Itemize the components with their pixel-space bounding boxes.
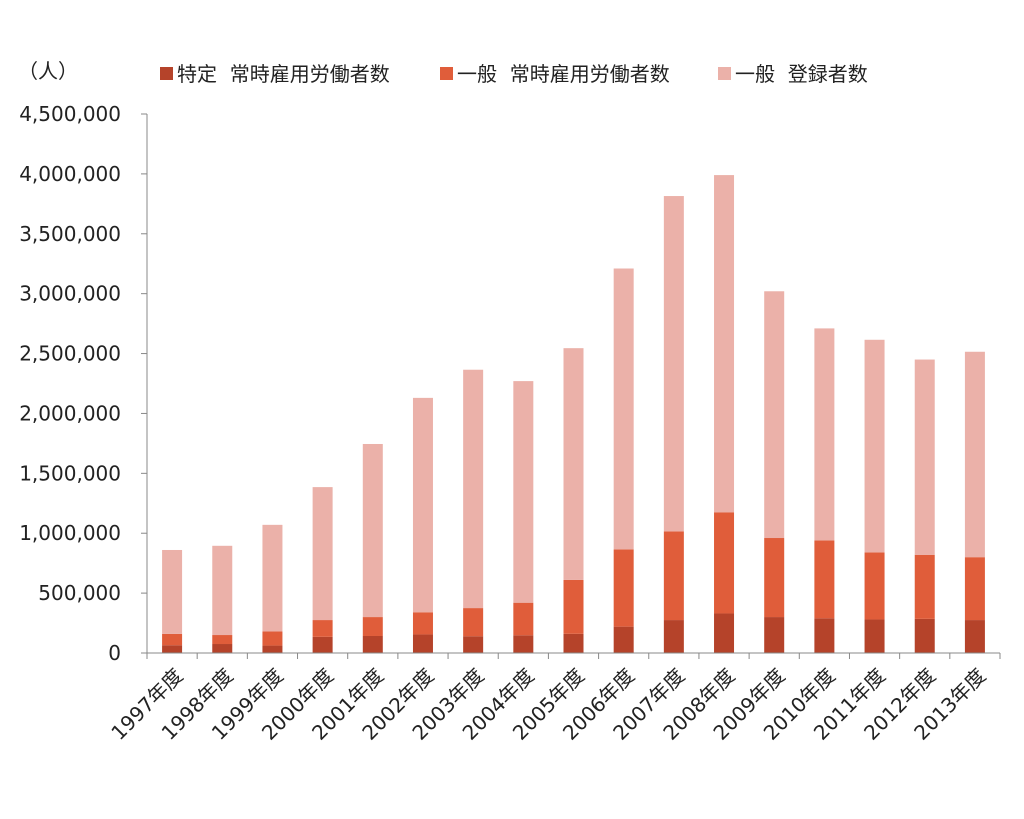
y-tick-label: 3,000,000 bbox=[19, 282, 121, 306]
bar-segment-series-0 bbox=[312, 636, 333, 653]
bar-segment-series-0 bbox=[212, 644, 233, 653]
bar-segment-series-1 bbox=[362, 617, 383, 636]
legend-swatch bbox=[160, 67, 173, 80]
y-tick-label: 4,500,000 bbox=[19, 102, 121, 126]
bar-segment-series-2 bbox=[312, 487, 333, 621]
y-tick-label: 0 bbox=[108, 641, 121, 665]
legend: 特定 常時雇用労働者数 一般 常時雇用労働者数 一般 登録者数 bbox=[160, 62, 868, 86]
bar-segment-series-0 bbox=[563, 633, 584, 653]
bars bbox=[162, 175, 985, 653]
bar-segment-series-0 bbox=[362, 635, 383, 653]
y-axis: 0 500,000 1,000,000 1,500,000 2,000,000 2,500… bbox=[19, 102, 148, 665]
bar-segment-series-0 bbox=[262, 645, 283, 653]
legend-label: 一般 登録者数 bbox=[735, 62, 868, 86]
bar-segment-series-0 bbox=[513, 635, 534, 653]
legend-label: 特定 常時雇用労働者数 bbox=[177, 62, 390, 86]
bar-segment-series-1 bbox=[262, 631, 283, 646]
bar-segment-series-0 bbox=[964, 620, 985, 653]
bar-segment-series-0 bbox=[814, 618, 835, 653]
bar-segment-series-1 bbox=[162, 633, 183, 646]
bar-segment-series-2 bbox=[212, 545, 233, 636]
legend-swatch bbox=[440, 67, 453, 80]
bar-segment-series-1 bbox=[764, 538, 785, 618]
bar-segment-series-1 bbox=[864, 552, 885, 620]
bar-segment-series-1 bbox=[814, 540, 835, 619]
bar-segment-series-2 bbox=[663, 196, 684, 532]
bar-segment-series-0 bbox=[463, 636, 484, 653]
bar-segment-series-2 bbox=[513, 381, 534, 603]
bar-segment-series-2 bbox=[814, 328, 835, 541]
y-tick-label: 2,500,000 bbox=[19, 342, 121, 366]
bar-segment-series-2 bbox=[613, 268, 634, 550]
bar-segment-series-1 bbox=[513, 602, 534, 636]
bar-segment-series-1 bbox=[613, 549, 634, 627]
bar-segment-series-0 bbox=[663, 620, 684, 653]
bar-segment-series-1 bbox=[212, 635, 233, 645]
bar-segment-series-1 bbox=[463, 608, 484, 637]
legend-label: 一般 常時雇用労働者数 bbox=[457, 62, 670, 86]
bar-segment-series-0 bbox=[613, 626, 634, 653]
x-axis: 1997年度1998年度1999年度2000年度2001年度2002年度2003… bbox=[106, 652, 1001, 745]
bar-segment-series-2 bbox=[362, 443, 383, 618]
bar-segment-series-0 bbox=[412, 634, 433, 653]
bar-segment-series-1 bbox=[964, 557, 985, 621]
bar-segment-series-1 bbox=[412, 612, 433, 635]
bar-segment-series-0 bbox=[714, 613, 735, 653]
y-tick-label: 2,000,000 bbox=[19, 401, 121, 425]
bar-segment-series-1 bbox=[714, 512, 735, 614]
bar-segment-series-2 bbox=[563, 348, 584, 580]
y-tick-label: 500,000 bbox=[38, 581, 121, 605]
y-tick-label: 1,000,000 bbox=[19, 521, 121, 545]
bar-segment-series-2 bbox=[262, 524, 283, 632]
bar-segment-series-0 bbox=[914, 618, 935, 653]
bar-segment-series-0 bbox=[764, 617, 785, 653]
y-unit-label: （人） bbox=[18, 59, 78, 83]
bar-segment-series-2 bbox=[914, 359, 935, 555]
y-tick-label: 4,000,000 bbox=[19, 162, 121, 186]
bar-segment-series-2 bbox=[764, 291, 785, 539]
legend-swatch bbox=[718, 67, 731, 80]
bar-segment-series-1 bbox=[663, 531, 684, 621]
bar-segment-series-2 bbox=[463, 369, 484, 609]
bar-segment-series-1 bbox=[914, 554, 935, 619]
bar-segment-series-2 bbox=[412, 397, 433, 613]
bar-segment-series-1 bbox=[563, 579, 584, 634]
y-tick-label: 1,500,000 bbox=[19, 461, 121, 485]
bar-segment-series-2 bbox=[162, 549, 183, 634]
y-tick-label: 3,500,000 bbox=[19, 222, 121, 246]
bar-segment-series-2 bbox=[964, 351, 985, 558]
bar-segment-series-0 bbox=[162, 645, 183, 653]
bar-segment-series-2 bbox=[714, 175, 735, 513]
bar-segment-series-0 bbox=[864, 619, 885, 653]
bar-segment-series-1 bbox=[312, 620, 333, 637]
bar-segment-series-2 bbox=[864, 339, 885, 553]
